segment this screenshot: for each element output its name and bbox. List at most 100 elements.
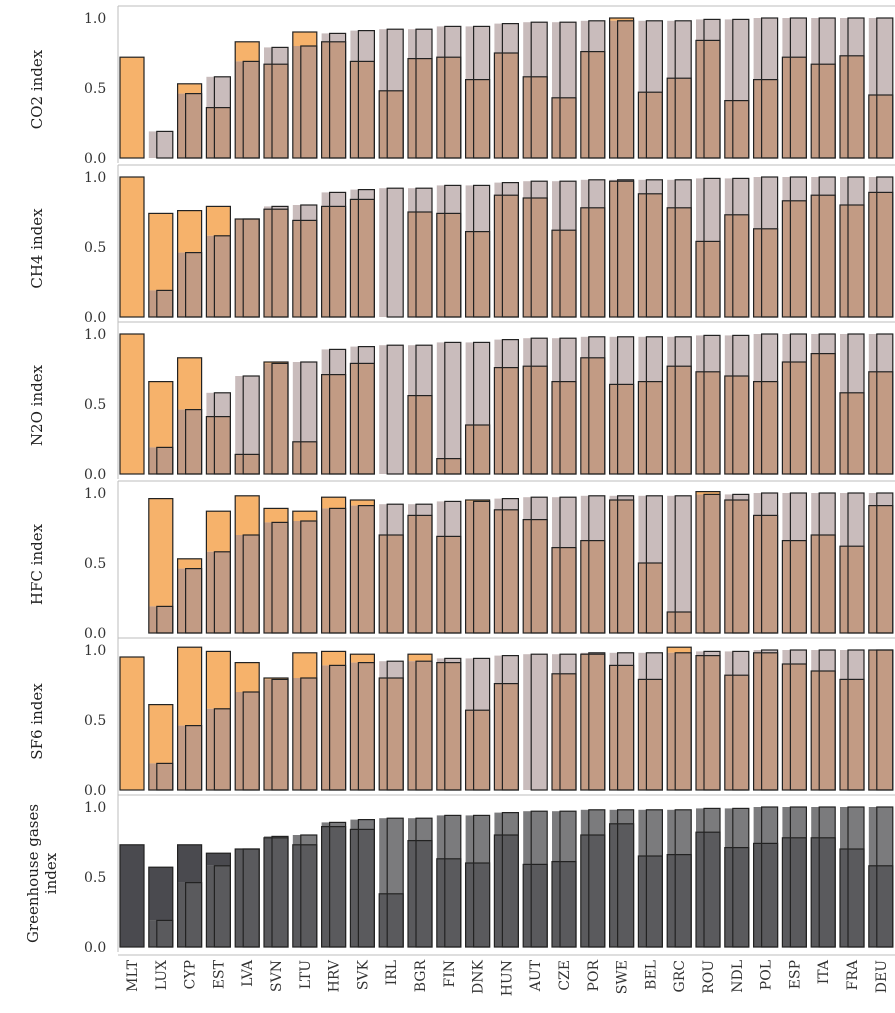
bar-irl-overlap <box>379 90 404 158</box>
y-tick-label: 0.0 <box>84 783 106 799</box>
bar-swe-overlap <box>609 823 634 947</box>
bar-aut-overlap <box>523 366 548 474</box>
bar-outline-deu-secondary <box>876 806 894 948</box>
bar-ndl-overlap <box>724 100 749 158</box>
bar-mlt-primary <box>120 334 144 474</box>
bar-outline-est-secondary <box>213 551 231 634</box>
bar-outline-hrv-secondary <box>329 32 347 159</box>
bar-svk-overlap <box>350 61 375 158</box>
bar-aut-secondary <box>523 181 548 198</box>
bar-ndl-secondary <box>724 808 749 848</box>
bar-esp-overlap <box>782 540 807 633</box>
bar-outline-fra-secondary <box>847 649 865 791</box>
bar-dnk-overlap <box>465 710 490 790</box>
bar-hun-secondary <box>494 182 519 196</box>
y-tick-label: 1.0 <box>84 800 106 816</box>
bar-ita-secondary <box>811 650 836 671</box>
bar-outline-mlt-primary <box>119 656 145 791</box>
bar-svk-primary <box>350 500 375 506</box>
bar-fra-secondary <box>840 493 864 547</box>
bar-aut-overlap <box>523 76 548 158</box>
y-axis-label: N2O index <box>28 364 46 446</box>
bar-outline-rou-secondary <box>703 493 721 634</box>
x-tick-label: CYP <box>183 960 199 989</box>
bar-outline-aut-secondary <box>530 653 548 791</box>
bar-hrv-overlap <box>321 206 346 317</box>
y-axis-label: Greenhouse gasesindex <box>24 804 60 943</box>
bar-lux-primary <box>148 381 173 448</box>
bar-outline-hrv-secondary <box>329 348 347 475</box>
bar-outline-aut-secondary <box>530 496 548 634</box>
bar-outline-svk-secondary <box>357 818 375 948</box>
bar-aut-secondary <box>523 654 548 790</box>
x-tick-label: GRC <box>672 960 688 992</box>
bar-outline-ltu-secondary <box>300 834 318 948</box>
x-tick-label: DEU <box>874 960 890 993</box>
bar-svn-primary <box>264 508 288 523</box>
bar-outline-dnk-secondary <box>473 25 491 159</box>
bar-lux-overlap <box>148 606 173 633</box>
bar-bel-overlap <box>638 381 663 474</box>
bar-por-secondary <box>580 336 605 358</box>
bar-outline-ltu-secondary <box>300 361 318 475</box>
bar-fin-overlap <box>436 858 461 947</box>
bar-ltu-overlap <box>292 441 317 474</box>
bar-hun-secondary <box>494 498 519 510</box>
bar-outline-ita-secondary <box>818 333 836 475</box>
bar-est-overlap <box>206 107 231 158</box>
bar-outline-cze-secondary <box>559 180 577 318</box>
bar-deu-overlap <box>868 650 893 790</box>
bar-grc-overlap <box>667 652 692 790</box>
bar-fra-overlap <box>840 546 864 633</box>
bar-outline-mlt-primary <box>119 844 145 948</box>
bar-hrv-secondary <box>321 349 346 375</box>
bar-outline-cyp-secondary <box>185 252 203 318</box>
x-tick-label: HUN <box>499 960 515 996</box>
bar-rou-secondary <box>696 335 720 372</box>
bar-grc-overlap <box>667 207 692 317</box>
bar-bgr-primary <box>408 654 432 662</box>
bar-lux-primary <box>148 498 173 607</box>
bar-bgr-secondary <box>408 504 432 516</box>
x-tick-label: CZE <box>557 960 573 991</box>
bar-bgr-overlap <box>408 840 432 947</box>
y-axis-label: CH4 index <box>28 208 46 289</box>
bar-outline-fra-secondary <box>847 333 865 475</box>
bar-svk-overlap <box>350 199 375 317</box>
bar-fin-overlap <box>436 57 461 159</box>
bar-lux-overlap <box>148 447 173 474</box>
bar-dnk-overlap <box>465 79 490 158</box>
bar-outline-por-secondary <box>588 20 606 159</box>
bar-swe-overlap <box>609 384 634 474</box>
bar-por-secondary <box>580 809 605 835</box>
bar-outline-hun-secondary <box>501 182 519 318</box>
bar-swe-overlap <box>609 665 634 790</box>
bar-cyp-primary <box>177 647 202 726</box>
bar-est-overlap <box>206 865 231 947</box>
bar-pol-secondary <box>753 18 778 80</box>
bar-ndl-secondary <box>724 651 749 676</box>
bar-aut-secondary <box>523 22 548 77</box>
bar-pol-overlap <box>753 381 778 474</box>
bar-por-secondary <box>580 20 605 52</box>
bar-outline-hun-secondary <box>501 339 519 475</box>
bar-outline-grc-secondary <box>674 495 692 634</box>
bar-fin-secondary <box>436 342 461 459</box>
bar-irl-secondary <box>379 818 404 894</box>
bar-outline-rou-secondary <box>703 334 721 475</box>
bar-outline-ndl-secondary <box>732 334 750 475</box>
bar-outline-ndl-secondary <box>732 807 750 948</box>
bar-outline-rou-secondary <box>703 18 721 159</box>
bar-outline-pol-secondary <box>760 333 779 475</box>
bar-lux-primary <box>148 704 173 764</box>
bar-ltu-primary <box>292 511 317 521</box>
bar-outline-est-secondary <box>213 392 231 475</box>
bar-cyp-primary <box>177 357 202 410</box>
bar-outline-deu-secondary <box>876 176 894 318</box>
bar-pol-secondary <box>753 334 778 382</box>
bar-ndl-overlap <box>724 376 749 474</box>
x-tick-label: FIN <box>442 960 458 988</box>
bar-esp-secondary <box>782 807 807 838</box>
bar-outline-cze-secondary <box>559 21 577 159</box>
bar-hrv-overlap <box>321 826 346 947</box>
